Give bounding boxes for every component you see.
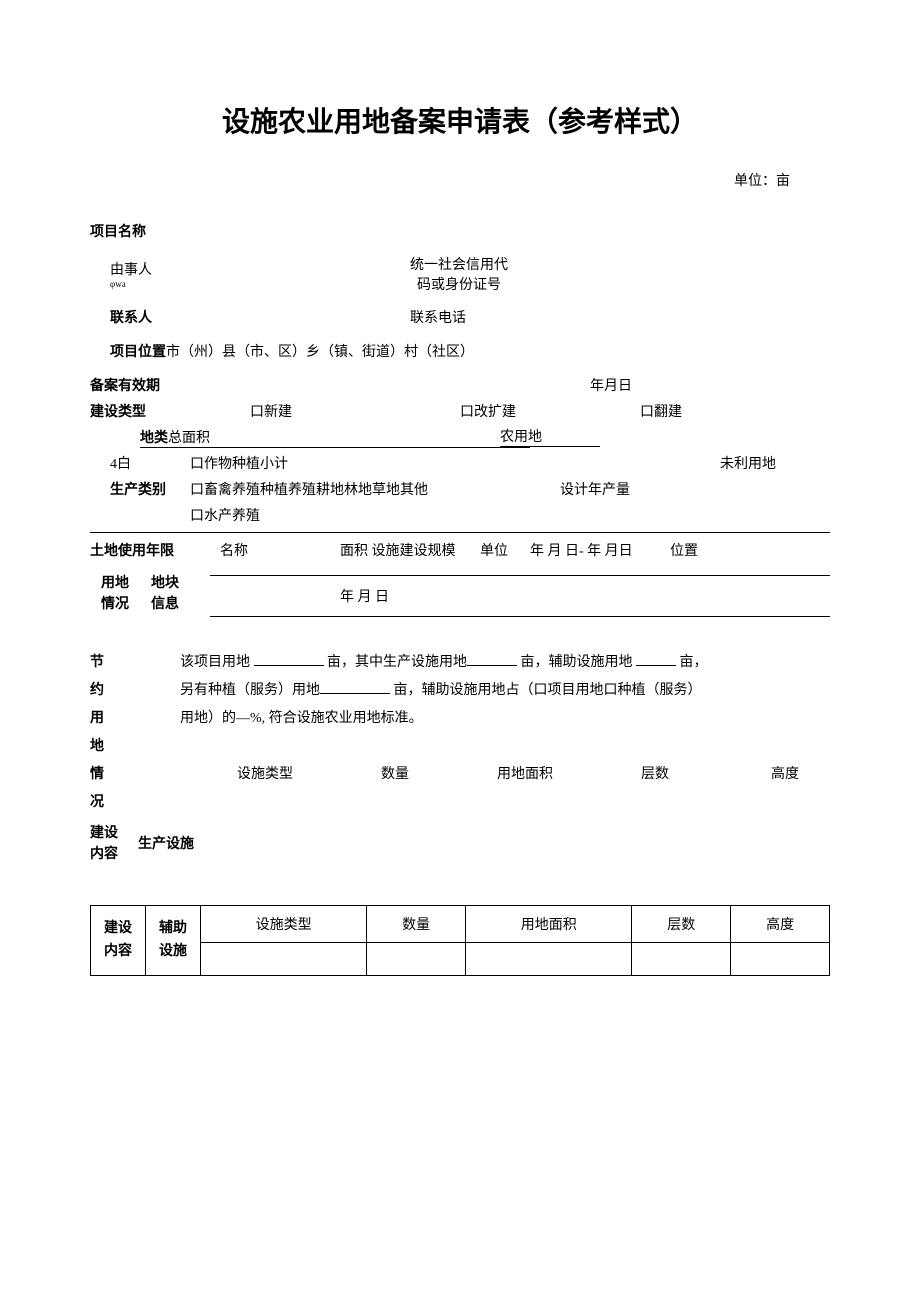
para4: 亩， [680,655,708,670]
prod-facility-label: 生产设施 [138,834,194,855]
para2: 亩，其中生产设施用地 [327,655,467,670]
total-area-label: 总面积 [168,427,210,447]
pt-crop: 口作物种植 [190,453,260,473]
pt-farmland: 耕地 [316,479,344,499]
bt-rebuild: 口翻建 [640,401,682,421]
block-info-label: 地块 信息 [140,573,190,615]
aux-hdr-floors: 层数 [632,906,731,943]
aux-cell-2[interactable] [367,943,466,976]
date-fill: 年 月 日 [210,578,830,614]
applicant-label: 由事人 [110,259,410,279]
para5: 另有种植（服务）用地 [180,683,320,698]
pt-forest: 林地 [344,479,372,499]
unit-label: 单位：亩 [60,170,860,190]
pt-other: 其他 [400,479,428,499]
bt-expand: 口改扩建 [460,401,516,421]
build-content-cell: 建设 内容 [91,906,146,976]
pt-livestock: 口畜禽养殖 [190,479,260,499]
land-use-value: 年 月 日- 年 月日 [530,540,633,560]
applicant-sublabel: φwa [110,279,410,289]
build-type-label: 建设类型 [90,401,190,421]
para3: 亩，辅助设施用地 [521,655,637,670]
form-content: 项目名称 由事人 φwa 统一社会信用代 码或身份证号 联系人 联系电话 项目位… [60,220,860,976]
hdr-land-area: 用地面积 [480,763,570,783]
farmland-label: 农用地 [500,426,600,447]
hdr-quantity: 数量 [350,763,440,783]
design-output-label: 设计年产量 [560,479,630,499]
bt-new: 口新建 [250,401,292,421]
name-column: 名称 [220,540,248,560]
position-column: 位置 [670,540,698,560]
aux-cell-3[interactable] [466,943,632,976]
area-column: 面积 设施建设规模 [340,540,456,560]
phone-label: 联系电话 [410,307,466,327]
aux-hdr-height: 高度 [731,906,830,943]
para6: 亩，辅助设施用地占（口项目用地口种植（服务） [394,683,702,698]
aux-cell-5[interactable] [731,943,830,976]
aux-facility-table: 建设 内容 辅助 设施 设施类型 数量 用地面积 层数 高度 [90,905,830,976]
aux-cell-1[interactable] [201,943,367,976]
land-type-label: 地类 [140,427,168,447]
pt-subtotal: 小计 [260,453,288,473]
unit-column: 单位 [480,540,508,560]
save-land-paragraph: 节约 用地 情况 该项目用地 亩，其中生产设施用地 亩，辅助设施用地 亩， 另有… [180,649,830,733]
pt-planting: 种植养殖 [260,479,316,499]
pt-grass: 草地 [372,479,400,499]
build-content-production: 建设 内容 生产设施 [90,823,830,865]
location-label: 项目位置 [110,341,166,361]
valid-period-value: 年月日 [590,375,632,395]
aux-hdr-facility-type: 设施类型 [201,906,367,943]
valid-period-label: 备案有效期 [90,375,190,395]
row4-1: 4白 [110,453,190,473]
unused-label: 未利用地 [720,453,776,473]
production-facility-headers: 设施类型 数量 用地面积 层数 高度 [220,763,830,783]
land-use-period-label: 土地使用年限 [90,540,174,560]
hdr-facility-type: 设施类型 [220,763,310,783]
location-value: 市（州）县（市、区）乡（镇、街道）村（社区） [166,341,474,361]
hdr-height: 高度 [740,763,830,783]
contact-label: 联系人 [110,307,410,327]
land-situation-label: 用地 情况 [90,573,140,615]
project-name-label: 项目名称 [90,221,146,241]
para1: 该项目用地 [180,655,254,670]
aux-hdr-quantity: 数量 [367,906,466,943]
credit-code-label: 统一社会信用代 码或身份证号 [410,254,508,294]
prod-type-label: 生产类别 [110,479,190,499]
aux-cell-4[interactable] [632,943,731,976]
page-title: 设施农业用地备案申请表（参考样式） [60,100,860,140]
para7: 用地）的—%, 符合设施农业用地标准。 [180,711,423,726]
build-content-label: 建设 内容 [90,823,118,865]
pt-aqua: 口水产养殖 [190,505,260,525]
aux-hdr-land-area: 用地面积 [466,906,632,943]
aux-facility-cell: 辅助 设施 [146,906,201,976]
hdr-floors: 层数 [610,763,700,783]
